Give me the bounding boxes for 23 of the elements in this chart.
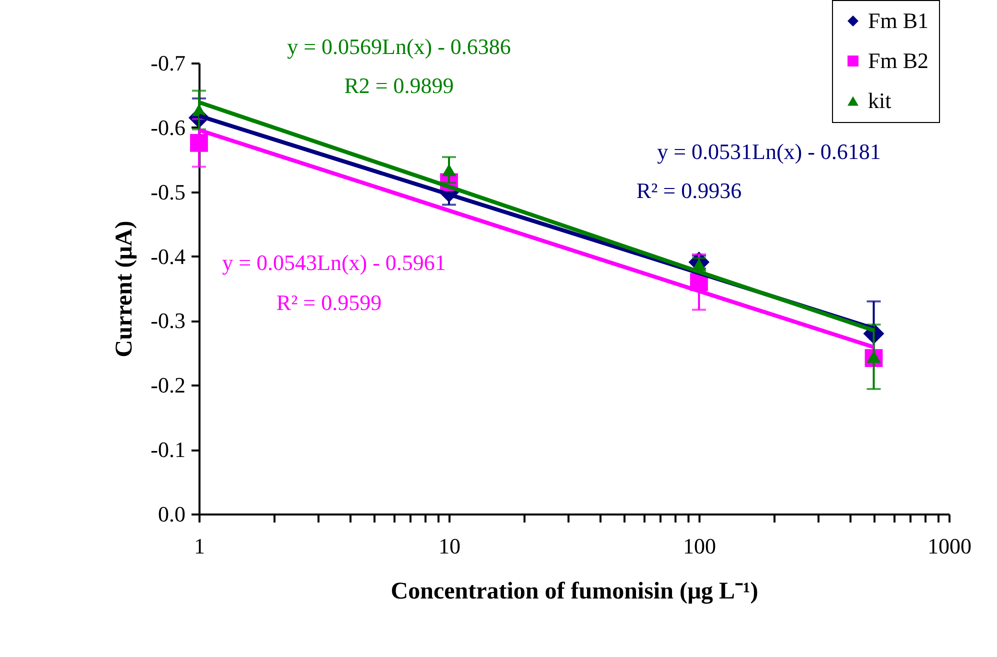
- y-tick-label: -0.3: [150, 308, 186, 334]
- y-tick-label: -0.1: [150, 437, 186, 462]
- legend-label: Fm B1: [868, 8, 929, 33]
- y-tick-label: -0.5: [150, 179, 186, 204]
- annotation: R² = 0.9599: [276, 290, 382, 315]
- annotation: y = 0.0531Ln(x) - 0.6181: [657, 139, 881, 164]
- y-axis-title: Current (μA): [112, 220, 138, 358]
- x-axis-title: Concentration of fumonisin (μg L⁻¹): [390, 578, 758, 604]
- legend-label: Fm B2: [868, 48, 929, 73]
- y-tick-label: -0.6: [150, 114, 186, 140]
- y-tick-label: 0.0: [158, 502, 186, 526]
- y-tick-label: -0.2: [150, 372, 186, 398]
- annotation: R² = 0.9936: [636, 178, 742, 203]
- y-tick-label: -0.4: [150, 244, 186, 269]
- legend-label: kit: [868, 88, 892, 113]
- y-tick-label: -0.7: [150, 50, 186, 76]
- text: y = 0.0569Ln(x) - 0.6386: [287, 34, 511, 59]
- x-tick-label: 10: [438, 534, 460, 558]
- x-tick-label: 1000: [928, 534, 972, 558]
- x-tick-label: 1: [194, 534, 205, 558]
- x-tick-label: 100: [683, 534, 716, 558]
- annotation: y = 0.0543Ln(x) - 0.5961: [222, 250, 446, 275]
- annotation: R2 = 0.9899: [344, 73, 454, 98]
